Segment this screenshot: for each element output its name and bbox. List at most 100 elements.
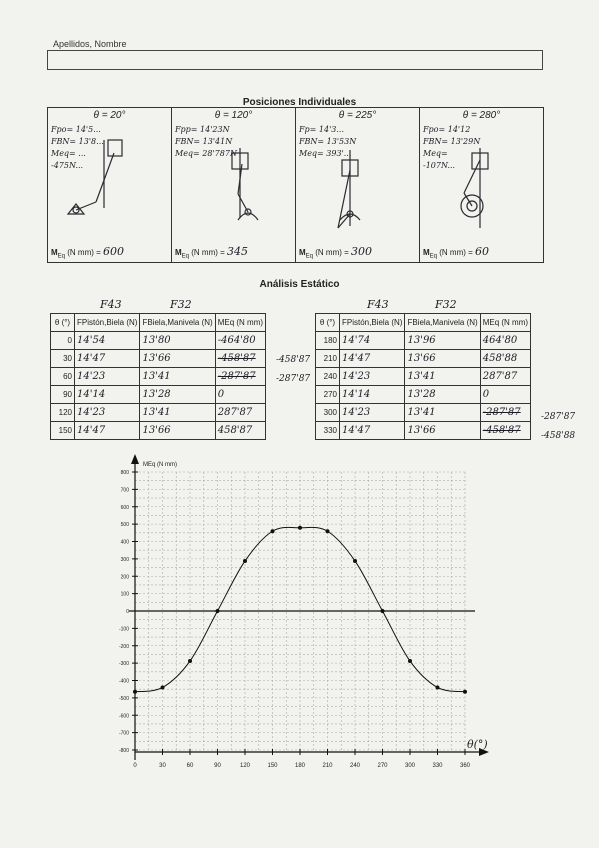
table-cell-theta: 300: [315, 403, 340, 422]
table-cell-theta: 90: [50, 385, 75, 404]
positions-title: Posiciones Individuales: [242, 97, 357, 108]
x-tick-label: 360: [460, 763, 471, 769]
x-tick-label: 300: [405, 763, 416, 769]
position-note-line: FBN= 13'53N: [299, 137, 357, 146]
x-tick-label: 210: [322, 763, 333, 769]
table-cell-f1: 14'14: [338, 385, 406, 404]
data-point: [160, 685, 165, 690]
table-row: 180 14'74 13'96 464'80: [315, 331, 532, 350]
static-title: Análisis Estático: [259, 279, 340, 290]
table-header: MEq (N mm): [479, 313, 532, 332]
mechanism-sketch: [66, 139, 123, 215]
table-cell-theta: 270: [315, 385, 340, 404]
mechanism-sketch: [231, 148, 259, 221]
position-meq: MEq (N mm) = 300: [299, 245, 373, 260]
position-note-line: -107N...: [423, 161, 456, 170]
table-row: 270 14'14 13'28 0: [315, 385, 532, 404]
y-tick-label: -300: [119, 661, 129, 667]
mechanism-sketch: [460, 148, 489, 228]
margin-note: -287'87: [276, 374, 311, 384]
table-cell-theta: 30: [50, 349, 75, 368]
position-note-line: Fpo= 14'12: [423, 125, 471, 134]
table-cell-f1: 14'47: [338, 349, 406, 368]
data-point: [133, 689, 137, 694]
data-point: [270, 529, 275, 534]
table-cell-f2: 13'66: [404, 349, 481, 368]
table-cell-f1: 14'47: [73, 421, 141, 440]
position-cell: θ = 120° Fpp= 14'23N FBN= 13'41N Meq= 28'78…: [172, 108, 296, 262]
y-tick-label: -600: [119, 713, 129, 719]
table-cell-meq: -458'87: [479, 421, 532, 440]
position-notes: Fpo= 14'12 FBN= 13'29N Meq= -107N...: [423, 124, 480, 172]
data-point: [353, 558, 357, 563]
table-row: 120 14'23 13'41 287'87: [50, 403, 267, 422]
margin-note: -458'88: [541, 431, 576, 441]
margin-note: -287'87: [541, 412, 576, 422]
hand-label-f32-right: F32: [435, 298, 457, 311]
table-cell-f2: 13'66: [404, 421, 481, 440]
y-tick-label: 0: [126, 609, 129, 615]
table-cell-meq: 0: [479, 385, 532, 404]
position-note-line: Meq=: [423, 149, 448, 158]
table-cell-meq: 0: [214, 385, 267, 404]
table-header: θ (°): [50, 313, 75, 332]
y-tick-label: -700: [119, 731, 129, 737]
position-notes: Fpo= 14'5... FBN= 13'8... Meq= ... -475N...: [51, 124, 104, 172]
hand-label-f43-left: F43: [100, 298, 122, 311]
table-header: FBiela,Manivela (N): [404, 313, 481, 332]
y-tick-label: 300: [121, 557, 130, 563]
static-table-left: θ (°) FPistón,Biela (N) FBiela,Manivela (N…: [50, 313, 267, 440]
position-note-line: FBN= 13'41N: [175, 137, 233, 146]
table-cell-f2: 13'41: [139, 367, 216, 386]
table-cell-f2: 13'41: [404, 403, 481, 422]
table-cell-meq: 458'88: [479, 349, 532, 368]
table-row: 300 14'23 13'41 -287'87: [315, 403, 532, 422]
position-meq-value: 600: [103, 245, 125, 259]
position-notes: Fp= 14'3... FBN= 13'53N Meq= 393'...: [299, 124, 356, 160]
y-tick-label: 500: [121, 522, 130, 528]
table-cell-f1: 14'23: [73, 367, 141, 386]
y-tick-label: 200: [121, 574, 130, 580]
data-point: [188, 659, 192, 664]
table-row: 240 14'23 13'41 287'87: [315, 367, 532, 386]
x-tick-label: 150: [267, 763, 278, 769]
data-point: [215, 609, 220, 613]
y-tick-label: -200: [119, 644, 129, 650]
x-tick-label: 240: [350, 763, 361, 769]
table-row: 0 14'54 13'80 -464'80: [50, 331, 267, 350]
positions-grid: θ = 20° Fpo= 14'5... FBN= 13'8... Meq= ... -…: [47, 107, 544, 263]
table-cell-theta: 330: [315, 421, 340, 440]
table-cell-theta: 120: [50, 403, 75, 422]
position-meq-value: 345: [227, 245, 249, 259]
name-field[interactable]: [47, 50, 543, 70]
table-cell-theta: 240: [315, 367, 340, 386]
y-tick-label: 700: [121, 487, 130, 493]
table-cell-f1: 14'23: [338, 403, 406, 422]
position-note-line: Meq= 28'787N: [175, 149, 237, 158]
position-notes: Fpp= 14'23N FBN= 13'41N Meq= 28'787N: [175, 124, 237, 160]
x-tick-label: 60: [187, 763, 194, 769]
y-tick-label: -500: [119, 696, 129, 702]
position-cell: θ = 20° Fpo= 14'5... FBN= 13'8... Meq= ... -…: [48, 108, 172, 262]
table-cell-f2: 13'28: [404, 385, 481, 404]
position-angle: θ = 20°: [93, 110, 126, 121]
data-point: [243, 558, 247, 563]
position-meq-value: 300: [351, 245, 373, 259]
table-cell-theta: 180: [315, 331, 340, 350]
data-point: [463, 689, 467, 694]
table-cell-f1: 14'47: [338, 421, 406, 440]
data-point: [298, 525, 302, 530]
hand-label-f43-right: F43: [367, 298, 389, 311]
table-header: FBiela,Manivela (N): [139, 313, 216, 332]
y-tick-label: -400: [119, 679, 129, 685]
x-axis-arrow: [479, 748, 489, 756]
data-point: [325, 529, 330, 534]
hand-label-f32-left: F32: [170, 298, 192, 311]
table-cell-f1: 14'23: [338, 367, 406, 386]
table-cell-theta: 60: [50, 367, 75, 386]
table-cell-f1: 14'74: [338, 331, 406, 350]
mechanism-sketch: [337, 150, 361, 229]
table-cell-f1: 14'23: [73, 403, 141, 422]
position-angle: θ = 280°: [462, 110, 501, 121]
x-tick-label: 180: [295, 763, 306, 769]
